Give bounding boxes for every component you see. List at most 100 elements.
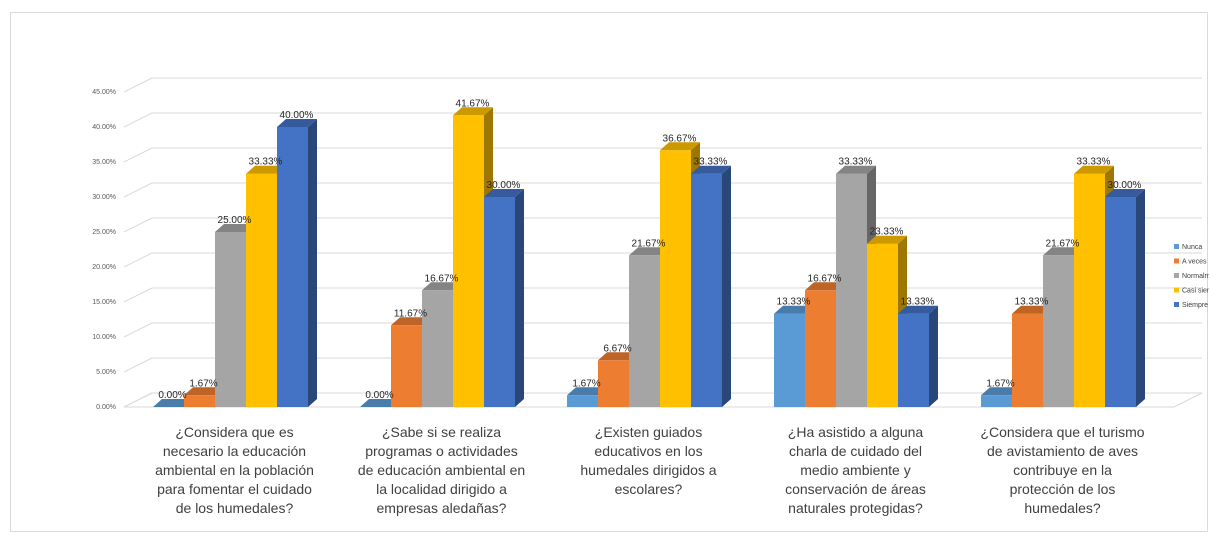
legend-label: Casi siempr: [1182, 288, 1209, 295]
gridline-depth: [123, 357, 153, 373]
legend-swatch: [1174, 244, 1179, 249]
bar-side: [1136, 189, 1145, 407]
category-label-line: empresas aledañas?: [377, 500, 507, 516]
data-label: 1.67%: [189, 378, 217, 389]
bars: [153, 107, 1145, 408]
gridline-depth: [123, 147, 153, 163]
category-label-line: necesario la educación: [163, 443, 306, 459]
bar-top: [453, 107, 493, 116]
data-label: 33.33%: [1077, 157, 1111, 168]
bar: [898, 313, 929, 407]
gridline-depth: [123, 182, 153, 198]
bar: [453, 115, 484, 407]
bar-top: [898, 305, 938, 314]
bar-top: [567, 387, 607, 396]
legend-swatch: [1174, 287, 1179, 293]
legend-swatch: [1174, 273, 1179, 278]
data-label: 0.00%: [365, 390, 393, 401]
category-label-line: para fomentar el cuidado: [157, 481, 312, 497]
data-label: 1.67%: [572, 378, 600, 389]
data-label: 33.33%: [249, 157, 283, 168]
bar-top: [629, 247, 669, 256]
category-label-line: ¿Existen guiados: [595, 424, 702, 440]
bar-side: [308, 119, 317, 407]
bar: [774, 313, 805, 407]
bar: [246, 173, 277, 407]
data-label: 21.67%: [1046, 238, 1080, 249]
bar: [422, 290, 453, 407]
y-tick-label: 0.00%: [96, 404, 116, 411]
bar: [1074, 173, 1105, 407]
category-label-line: charla de cuidado del: [789, 443, 922, 459]
y-tick-label: 15.00%: [92, 299, 116, 306]
category-label-line: escolares?: [615, 481, 683, 497]
data-label: 30.00%: [1108, 180, 1142, 191]
data-label: 13.33%: [777, 297, 811, 308]
category-label-line: educativos en los: [594, 443, 702, 459]
bar: [981, 395, 1012, 407]
y-tick-label: 10.00%: [92, 334, 116, 341]
gridline-depth: [123, 252, 153, 268]
data-label: 41.67%: [456, 98, 490, 109]
data-label: 11.67%: [394, 308, 427, 319]
category-label-line: contribuye en la: [1013, 462, 1112, 478]
bar: [691, 173, 722, 407]
bar: [391, 325, 422, 407]
category-label-line: humedales?: [1024, 500, 1100, 516]
bar: [598, 360, 629, 407]
data-label: 33.33%: [839, 157, 873, 168]
data-label: 1.67%: [986, 378, 1014, 389]
category-label-line: conservación de áreas: [785, 481, 926, 497]
category-label-line: de educación ambiental en: [358, 462, 525, 478]
data-label: 30.00%: [487, 180, 521, 191]
category-label-line: ¿Considera que es: [175, 424, 293, 440]
bar: [629, 255, 660, 407]
legend: Nunca A veces Normalmer Casi siempr Siempre: [1174, 244, 1209, 309]
chart-area: 0.00% 5.00% 10.00% 15.00% 20.00% 25.00% 30.00%…: [10, 12, 1209, 532]
bar: [1043, 255, 1074, 407]
category-label: ¿Sabe si se realiza programas o actividad…: [358, 424, 525, 516]
y-tick-label: 35.00%: [92, 159, 116, 166]
bar: [567, 395, 598, 407]
category-label-line: de los humedales?: [176, 500, 294, 516]
bar: [184, 395, 215, 407]
data-label: 36.67%: [663, 133, 697, 144]
bar-top: [184, 387, 224, 396]
y-tick-label: 20.00%: [92, 264, 116, 271]
bar: [805, 290, 836, 407]
gridline-depth: [123, 287, 153, 303]
bar-top: [836, 165, 876, 174]
gridline-depth: [123, 217, 153, 233]
legend-label: Normalmer: [1182, 273, 1209, 280]
x-axis-categories: ¿Considera que es necesario la educación a…: [155, 424, 1145, 516]
bar: [277, 127, 308, 407]
data-label: 16.67%: [808, 273, 842, 284]
bar-top: [215, 224, 255, 232]
data-label: 13.33%: [1015, 297, 1049, 308]
bar: [1012, 313, 1043, 407]
bar-top: [774, 305, 814, 314]
bar-top: [153, 399, 193, 407]
gridline-depth: [123, 392, 153, 408]
bar: [867, 243, 898, 407]
bar-top: [1105, 189, 1145, 197]
bar-side: [722, 165, 731, 407]
data-label: 0.00%: [158, 390, 186, 401]
bar-top: [391, 317, 431, 326]
category-label: ¿Ha asistido a alguna charla de cuidado d…: [785, 424, 926, 516]
bar: [1105, 197, 1136, 407]
bar: [836, 173, 867, 407]
bar: [484, 197, 515, 407]
legend-swatch: [1174, 258, 1179, 264]
bar-top: [1043, 247, 1083, 256]
bar-top: [277, 119, 317, 127]
gridline-depth: [123, 77, 153, 93]
bar-top: [867, 235, 907, 244]
category-label-line: de avistamiento de aves: [987, 443, 1138, 459]
data-label: 16.67%: [425, 273, 459, 284]
category-label: ¿Considera que el turismo de avistamiento…: [980, 424, 1144, 516]
bar: [660, 150, 691, 407]
bar-top: [598, 352, 638, 361]
category-label-line: ¿Ha asistido a alguna: [788, 424, 924, 440]
bar-top: [660, 142, 700, 151]
